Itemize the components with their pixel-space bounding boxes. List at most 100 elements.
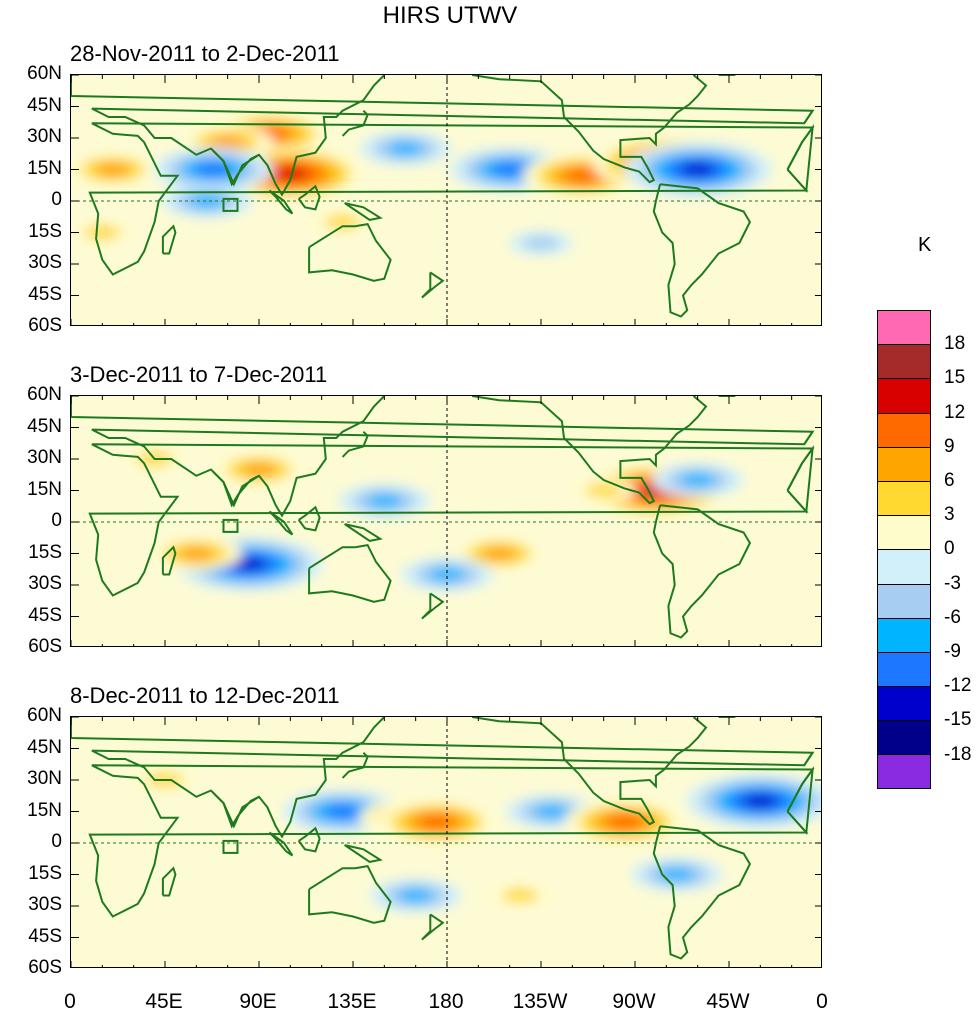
lat-tick-label: 15N bbox=[27, 157, 62, 179]
anomaly-contour bbox=[366, 494, 403, 508]
colorbar-level-label: 9 bbox=[944, 435, 955, 457]
lat-tick-label: 15S bbox=[28, 220, 62, 242]
lon-tick-label: 90W bbox=[612, 990, 656, 1013]
coastline-wrap bbox=[803, 752, 814, 766]
anomaly-contour bbox=[418, 815, 455, 829]
anomaly-contour bbox=[178, 546, 215, 561]
lat-tick-label: 15N bbox=[27, 799, 62, 821]
anomaly-contour bbox=[564, 168, 601, 183]
anomaly-contour bbox=[387, 141, 424, 156]
colorbar bbox=[877, 310, 931, 789]
coastline-wrap bbox=[803, 110, 814, 124]
colorbar-unit-label: K bbox=[918, 234, 932, 256]
coastline-india-south bbox=[212, 149, 260, 187]
anomaly-contour bbox=[481, 546, 518, 561]
colorbar-level-label: 3 bbox=[944, 504, 955, 526]
map-svg bbox=[71, 396, 821, 646]
coastline-new-zealand bbox=[421, 913, 445, 941]
coastline-s-america bbox=[652, 183, 752, 318]
lat-tick-label: 0 bbox=[51, 189, 62, 210]
coastline-australia bbox=[308, 543, 392, 603]
coastline-n-america bbox=[471, 396, 708, 505]
lat-tick-label: 30N bbox=[27, 126, 62, 147]
coastline-borneo bbox=[297, 826, 321, 853]
region-box bbox=[222, 839, 239, 854]
colorbar-swatch bbox=[877, 310, 931, 345]
coastline-borneo bbox=[297, 184, 321, 211]
coastline-n-america bbox=[471, 717, 708, 826]
colorbar-level-label: 18 bbox=[944, 333, 966, 355]
coastline-japan bbox=[341, 430, 369, 458]
lat-tick-label: 45S bbox=[28, 283, 62, 305]
colorbar-swatch bbox=[877, 549, 931, 584]
colorbar-swatch bbox=[877, 480, 931, 516]
contour-map bbox=[70, 74, 822, 326]
lon-tick-label: 0 bbox=[64, 990, 76, 1013]
lon-tick-label: 135W bbox=[512, 990, 568, 1013]
coastline-borneo bbox=[297, 505, 321, 532]
anomaly-contour bbox=[491, 162, 528, 177]
coastline-wrap bbox=[786, 444, 814, 514]
coastline-madagascar bbox=[161, 224, 177, 255]
colorbar-swatch bbox=[877, 378, 931, 413]
lat-tick-label: 60S bbox=[28, 636, 62, 657]
coastline-japan bbox=[341, 751, 369, 779]
lat-tick-label: 15S bbox=[28, 541, 62, 563]
anomaly-contour bbox=[230, 557, 267, 571]
colorbar-level-label: 6 bbox=[944, 470, 955, 491]
anomaly-contour bbox=[679, 473, 716, 487]
coastline-india-south bbox=[212, 470, 260, 508]
lon-tick-label: 0 bbox=[816, 990, 828, 1013]
colorbar-swatch bbox=[877, 515, 931, 550]
lat-tick-label: 45N bbox=[27, 415, 62, 437]
lat-tick-label: 45N bbox=[27, 736, 62, 758]
lon-tick-label: 45E bbox=[145, 990, 183, 1013]
anomaly-contour bbox=[523, 236, 559, 250]
lat-tick-label: 30S bbox=[28, 573, 62, 594]
lat-tick-label: 0 bbox=[51, 510, 62, 531]
lat-tick-label: 60N bbox=[27, 63, 62, 84]
anomaly-contour bbox=[272, 166, 309, 181]
lat-tick-label: 30N bbox=[27, 768, 62, 789]
anomaly-contour bbox=[84, 225, 121, 240]
anomaly-contour bbox=[429, 567, 465, 582]
anomaly-contour bbox=[658, 867, 695, 882]
anomaly-contour bbox=[241, 462, 277, 477]
colorbar-level-label: -15 bbox=[944, 709, 972, 731]
colorbar-swatch bbox=[877, 344, 931, 379]
anomaly-contour bbox=[195, 162, 232, 177]
lon-tick-label: 180 bbox=[428, 990, 464, 1013]
colorbar-swatch bbox=[877, 583, 931, 618]
panel-title: 28-Nov-2011 to 2-Dec-2011 bbox=[70, 41, 340, 66]
colorbar-swatch bbox=[877, 720, 931, 755]
colorbar-swatch bbox=[877, 617, 931, 652]
coastline-new-guinea bbox=[344, 202, 383, 221]
lat-tick-label: 45S bbox=[28, 604, 62, 626]
region-box bbox=[222, 197, 239, 212]
lat-tick-label: 30S bbox=[28, 894, 62, 915]
lat-tick-label: 45S bbox=[28, 925, 62, 947]
coastline-n-america bbox=[471, 75, 708, 184]
anomaly-contour bbox=[606, 815, 643, 829]
coastline-wrap bbox=[786, 123, 814, 193]
coastline-sumatra bbox=[268, 831, 294, 857]
colorbar-level-label: -18 bbox=[944, 743, 972, 765]
lat-tick-label: 15S bbox=[28, 862, 62, 884]
coastline-australia bbox=[308, 864, 392, 924]
coastline-australia bbox=[308, 222, 392, 282]
coastline-s-america bbox=[652, 825, 752, 960]
anomaly-contour bbox=[94, 162, 131, 177]
coastline-africa bbox=[88, 122, 815, 276]
lat-tick-label: 30N bbox=[27, 447, 62, 468]
map-svg bbox=[71, 717, 821, 967]
coastline-africa bbox=[88, 443, 815, 597]
coastline-wrap bbox=[786, 765, 814, 835]
lat-tick-label: 60S bbox=[28, 315, 62, 336]
colorbar-swatch bbox=[877, 651, 931, 687]
colorbar-level-label: -6 bbox=[944, 606, 961, 628]
contour-map bbox=[70, 395, 822, 647]
coastline-japan bbox=[341, 109, 369, 137]
colorbar-swatch bbox=[877, 754, 931, 789]
anomaly-contour bbox=[502, 888, 539, 903]
lat-tick-label: 0 bbox=[51, 831, 62, 852]
